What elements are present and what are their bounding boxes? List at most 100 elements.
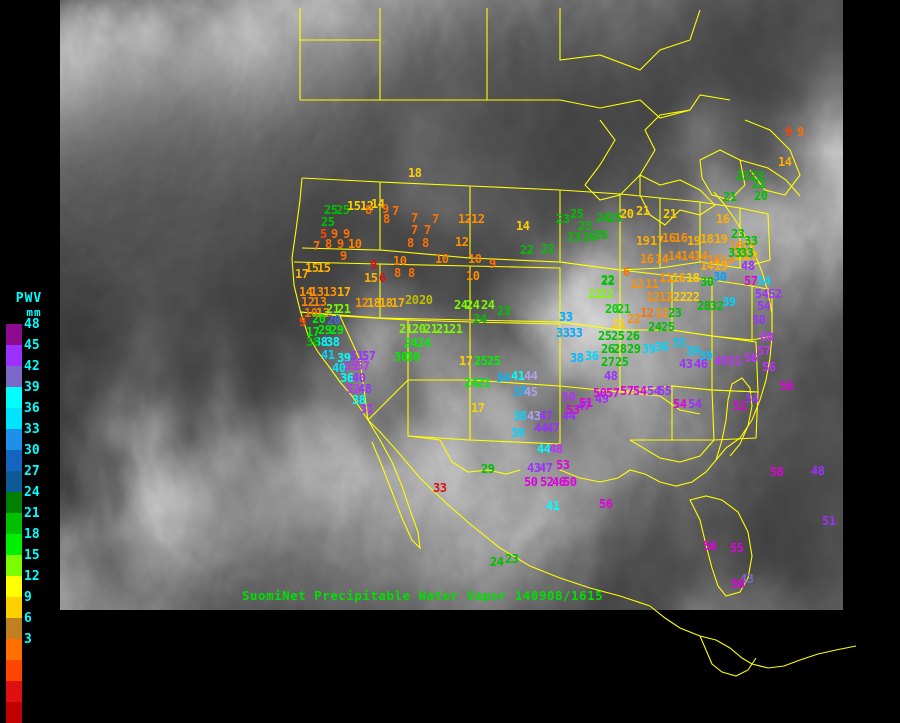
station-value: 22 [673,290,687,304]
station-value: 38 [326,335,340,349]
station-value: 9 [343,227,350,241]
station-value: 50 [593,386,607,400]
station-value: 30 [394,350,408,364]
station-value: 36 [585,349,599,363]
station-value: 24 [417,336,431,350]
station-value: 54 [647,384,661,398]
station-value: 14 [299,285,313,299]
colorbar-swatch-5 [6,429,22,450]
station-value: 60 [760,330,774,344]
station-value: 41 [321,348,335,362]
station-value: 38 [513,409,527,423]
station-value: 29 [318,323,332,337]
station-value: 9 [797,125,804,139]
colorbar-swatches [6,324,22,723]
colorbar-swatch-9 [6,513,22,534]
colorbar-units: mm [26,306,42,319]
station-value: 23 [668,306,682,320]
station-value: 12 [659,290,673,304]
station-value: 48 [811,464,825,478]
station-value: 15 [364,271,378,285]
figure-title: SuomiNet Precipitable Water Vapor 140908… [242,588,604,603]
station-value: 6 [379,271,386,285]
station-value: 51 [822,514,836,528]
station-value: 11 [659,271,673,285]
station-value: 23 [731,227,745,241]
station-value: 18 [686,271,700,285]
station-value: 28 [697,299,711,313]
station-value: 20 [412,322,426,336]
station-value: 57 [757,344,771,358]
colorbar-tick-33: 33 [24,422,40,437]
colorbar-tick-39: 39 [24,380,40,395]
station-value: 18 [700,232,714,246]
station-value: 21 [617,302,631,316]
station-value: 55 [730,541,744,555]
station-value: 13 [316,306,330,320]
station-value: 22 [752,177,766,191]
colorbar-swatch-1 [6,345,22,366]
station-value: 14 [778,155,792,169]
colorbar-tick-12: 12 [24,569,40,584]
station-value: 12 [646,290,660,304]
colorbar-tick-48: 48 [24,317,40,332]
station-value: 17 [471,401,485,415]
station-value: 39 [337,351,351,365]
station-value: 20 [605,302,619,316]
station-value: 34 [496,371,510,385]
station-value: 14 [700,259,714,273]
colorbar-tick-45: 45 [24,338,40,353]
station-value: 39 [722,295,736,309]
station-value: 50 [524,475,538,489]
station-value: 22 [588,287,602,301]
station-value: 14 [720,253,734,267]
station-value: 10 [468,252,482,266]
station-value: 21 [326,302,340,316]
station-value: 8 [407,236,414,250]
station-value: 18 [367,296,381,310]
station-value: 14 [516,219,530,233]
station-value: 25 [608,211,622,225]
station-value: 30 [700,275,714,289]
station-value: 7 [411,223,418,237]
colorbar-swatch-4 [6,408,22,429]
station-value: 54 [688,397,702,411]
station-value: 16 [674,231,688,245]
station-value: 17 [391,296,405,310]
station-value: 12 [655,306,669,320]
station-value: 28 [613,342,627,356]
station-value: 15 [305,261,319,275]
station-value: 44 [524,369,538,383]
station-value: 12 [458,212,472,226]
colorbar-swatch-18 [6,702,22,723]
station-value: 14 [694,249,708,263]
station-value: 57 [606,386,620,400]
station-value: 22 [601,273,615,287]
station-value: 12 [455,235,469,249]
colorbar-tick-15: 15 [24,548,40,563]
station-value: 7 [313,239,320,253]
station-value: 49 [714,354,728,368]
station-value: 21 [436,322,450,336]
station-value: 24 [404,336,418,350]
station-value: 17 [337,285,351,299]
station-value: 31 [360,402,374,416]
station-value: 54 [755,287,769,301]
station-value: 24 [466,298,480,312]
station-value: 51 [733,399,747,413]
station-value: 29 [330,323,344,337]
station-value: 13 [310,285,324,299]
station-value: 15 [347,199,361,213]
station-value: 52 [768,287,782,301]
station-value: 21 [636,204,650,218]
station-value: 14 [655,252,669,266]
colorbar-swatch-8 [6,492,22,513]
station-value: 43 [679,357,693,371]
station-value: 12 [640,306,654,320]
station-value: 16 [716,212,730,226]
station-value: 24 [648,320,662,334]
station-value: 22 [541,242,555,256]
colorbar-swatch-16 [6,660,22,681]
station-value: 14 [681,249,695,263]
station-value: 5 [320,227,327,241]
